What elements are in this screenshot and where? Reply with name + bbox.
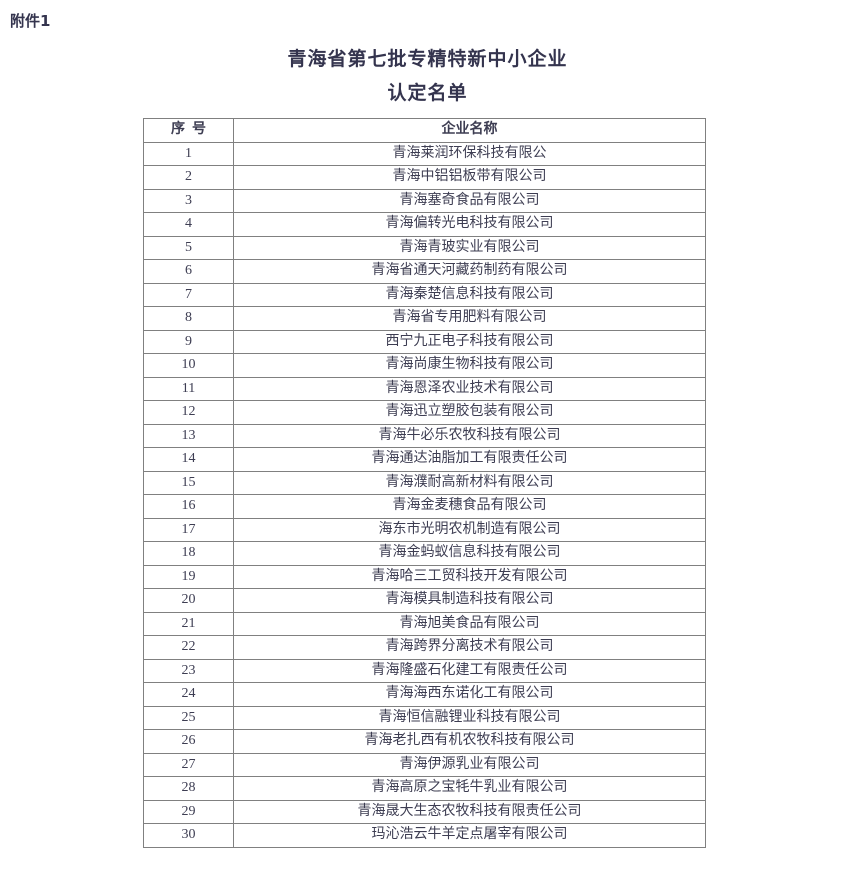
serial-number-cell: 29 (143, 799, 234, 824)
company-name-cell: 青海牛必乐农牧科技有限公司 (233, 423, 706, 448)
table-row: 25 青海恒信融锂业科技有限公司 (143, 705, 706, 730)
table-row: 1 青海莱润环保科技有限公 (143, 141, 706, 166)
table-row: 13 青海牛必乐农牧科技有限公司 (143, 423, 706, 448)
company-name-cell: 青海省通天河藏药制药有限公司 (233, 259, 706, 284)
header-serial-number: 序 号 (143, 118, 234, 143)
page-subtitle: 认定名单 (387, 82, 468, 104)
page-title: 青海省第七批专精特新中小企业 (287, 48, 568, 70)
serial-number-cell: 20 (143, 588, 234, 613)
table-row: 3 青海塞奇食品有限公司 (143, 188, 706, 213)
serial-number-cell: 2 (143, 165, 234, 190)
serial-number-cell: 26 (143, 729, 234, 754)
serial-number-cell: 22 (143, 635, 234, 660)
table-row: 20 青海模具制造科技有限公司 (143, 588, 706, 613)
serial-number-cell: 11 (143, 376, 234, 401)
table-row: 10 青海尚康生物科技有限公司 (143, 353, 706, 378)
attachment-label: 附件1 (10, 12, 51, 30)
table-row: 5 青海青玻实业有限公司 (143, 235, 706, 260)
serial-number-cell: 18 (143, 541, 234, 566)
table-header-row: 序 号 企业名称 (143, 118, 706, 143)
serial-number-cell: 19 (143, 564, 234, 589)
serial-number-cell: 8 (143, 306, 234, 331)
table-row: 23 青海隆盛石化建工有限责任公司 (143, 658, 706, 683)
company-name-cell: 青海尚康生物科技有限公司 (233, 353, 706, 378)
company-name-cell: 青海恒信融锂业科技有限公司 (233, 705, 706, 730)
company-name-cell: 青海莱润环保科技有限公 (233, 141, 706, 166)
serial-number-cell: 25 (143, 705, 234, 730)
serial-number-cell: 7 (143, 282, 234, 307)
table-row: 14 青海通达油脂加工有限责任公司 (143, 447, 706, 472)
table-row: 17 海东市光明农机制造有限公司 (143, 517, 706, 542)
company-name-cell: 青海哈三工贸科技开发有限公司 (233, 564, 706, 589)
serial-number-cell: 13 (143, 423, 234, 448)
table-row: 7 青海秦楚信息科技有限公司 (143, 282, 706, 307)
serial-number-cell: 6 (143, 259, 234, 284)
serial-number-cell: 17 (143, 517, 234, 542)
serial-number-cell: 12 (143, 400, 234, 425)
serial-number-cell: 5 (143, 235, 234, 260)
company-name-cell: 青海金麦穗食品有限公司 (233, 494, 706, 519)
company-name-cell: 青海伊源乳业有限公司 (233, 752, 706, 777)
company-name-cell: 青海晟大生态农牧科技有限责任公司 (233, 799, 706, 824)
company-name-cell: 青海旭美食品有限公司 (233, 611, 706, 636)
table-row: 2 青海中铝铝板带有限公司 (143, 165, 706, 190)
serial-number-cell: 23 (143, 658, 234, 683)
company-name-cell: 青海迅立塑胶包装有限公司 (233, 400, 706, 425)
table-row: 8 青海省专用肥料有限公司 (143, 306, 706, 331)
company-table: 序 号 企业名称 1 青海莱润环保科技有限公 2 青海中铝铝板带有限公司 3 青海塞奇食品… (143, 118, 706, 848)
serial-number-cell: 30 (143, 823, 234, 848)
serial-number-cell: 9 (143, 329, 234, 354)
serial-number-cell: 1 (143, 141, 234, 166)
serial-number-cell: 3 (143, 188, 234, 213)
company-name-cell: 青海偏转光电科技有限公司 (233, 212, 706, 237)
table-row: 16 青海金麦穗食品有限公司 (143, 494, 706, 519)
header-company-name: 企业名称 (233, 118, 706, 143)
table-row: 9 西宁九正电子科技有限公司 (143, 329, 706, 354)
table-row: 24 青海海西东诺化工有限公司 (143, 682, 706, 707)
company-name-cell: 青海老扎西有机农牧科技有限公司 (233, 729, 706, 754)
table-row: 19 青海哈三工贸科技开发有限公司 (143, 564, 706, 589)
serial-number-cell: 27 (143, 752, 234, 777)
company-name-cell: 青海省专用肥料有限公司 (233, 306, 706, 331)
table-row: 12 青海迅立塑胶包装有限公司 (143, 400, 706, 425)
table-row: 26 青海老扎西有机农牧科技有限公司 (143, 729, 706, 754)
serial-number-cell: 10 (143, 353, 234, 378)
table-row: 22 青海跨界分离技术有限公司 (143, 635, 706, 660)
company-name-cell: 青海隆盛石化建工有限责任公司 (233, 658, 706, 683)
serial-number-cell: 4 (143, 212, 234, 237)
table-row: 18 青海金蚂蚁信息科技有限公司 (143, 541, 706, 566)
company-name-cell: 青海秦楚信息科技有限公司 (233, 282, 706, 307)
table-body: 1 青海莱润环保科技有限公 2 青海中铝铝板带有限公司 3 青海塞奇食品有限公司 4 青海偏转… (143, 141, 706, 848)
serial-number-cell: 28 (143, 776, 234, 801)
table-row: 27 青海伊源乳业有限公司 (143, 752, 706, 777)
table-row: 11 青海恩泽农业技术有限公司 (143, 376, 706, 401)
table-row: 29 青海晟大生态农牧科技有限责任公司 (143, 799, 706, 824)
table-row: 4 青海偏转光电科技有限公司 (143, 212, 706, 237)
serial-number-cell: 21 (143, 611, 234, 636)
serial-number-cell: 24 (143, 682, 234, 707)
table-row: 28 青海高原之宝牦牛乳业有限公司 (143, 776, 706, 801)
serial-number-cell: 15 (143, 470, 234, 495)
company-name-cell: 青海中铝铝板带有限公司 (233, 165, 706, 190)
company-name-cell: 青海高原之宝牦牛乳业有限公司 (233, 776, 706, 801)
table-row: 15 青海濮耐高新材料有限公司 (143, 470, 706, 495)
company-name-cell: 青海海西东诺化工有限公司 (233, 682, 706, 707)
company-name-cell: 青海塞奇食品有限公司 (233, 188, 706, 213)
serial-number-cell: 16 (143, 494, 234, 519)
company-name-cell: 青海模具制造科技有限公司 (233, 588, 706, 613)
company-name-cell: 青海金蚂蚁信息科技有限公司 (233, 541, 706, 566)
company-name-cell: 玛沁浩云牛羊定点屠宰有限公司 (233, 823, 706, 848)
company-name-cell: 青海青玻实业有限公司 (233, 235, 706, 260)
table-row: 30 玛沁浩云牛羊定点屠宰有限公司 (143, 823, 706, 848)
company-name-cell: 青海恩泽农业技术有限公司 (233, 376, 706, 401)
company-name-cell: 青海跨界分离技术有限公司 (233, 635, 706, 660)
table-row: 6 青海省通天河藏药制药有限公司 (143, 259, 706, 284)
company-name-cell: 西宁九正电子科技有限公司 (233, 329, 706, 354)
company-name-cell: 青海通达油脂加工有限责任公司 (233, 447, 706, 472)
table-row: 21 青海旭美食品有限公司 (143, 611, 706, 636)
serial-number-cell: 14 (143, 447, 234, 472)
company-name-cell: 海东市光明农机制造有限公司 (233, 517, 706, 542)
company-name-cell: 青海濮耐高新材料有限公司 (233, 470, 706, 495)
